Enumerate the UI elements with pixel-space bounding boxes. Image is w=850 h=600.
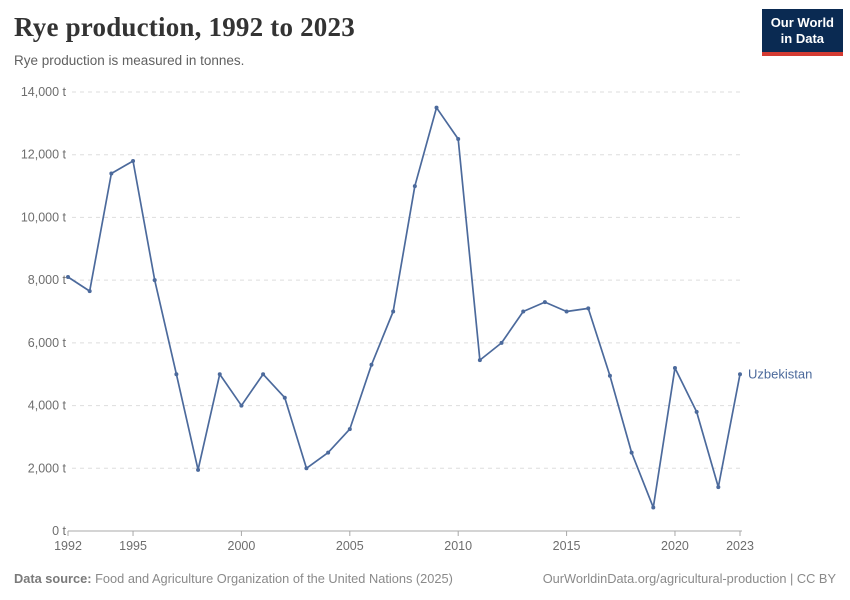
data-point — [716, 485, 721, 490]
data-point — [304, 466, 309, 471]
data-point — [261, 372, 266, 377]
y-tick-label: 4,000 t — [28, 399, 67, 413]
x-tick-label: 2010 — [444, 539, 472, 553]
data-point — [196, 467, 201, 472]
data-point — [87, 289, 92, 294]
y-tick-label: 14,000 t — [21, 85, 67, 99]
owid-logo-line1: Our World — [770, 15, 834, 30]
data-point — [391, 309, 396, 314]
data-point — [239, 403, 244, 408]
data-source-value: Food and Agriculture Organization of the… — [95, 571, 453, 586]
y-tick-label: 0 t — [52, 524, 66, 538]
y-tick-label: 2,000 t — [28, 461, 67, 475]
y-tick-label: 10,000 t — [21, 210, 67, 224]
x-tick-label: 2000 — [228, 539, 256, 553]
data-point — [456, 137, 461, 142]
data-point — [347, 427, 352, 432]
x-tick-label: 2020 — [661, 539, 689, 553]
data-point — [174, 372, 179, 377]
data-point — [326, 450, 331, 455]
data-point — [109, 171, 114, 176]
data-point — [477, 358, 482, 363]
x-tick-label: 2023 — [726, 539, 754, 553]
data-point — [738, 372, 742, 377]
data-point — [282, 395, 287, 400]
owid-logo[interactable]: Our World in Data — [761, 9, 843, 56]
data-point — [651, 505, 656, 510]
credit-link[interactable]: OurWorldinData.org/agricultural-producti… — [542, 571, 836, 586]
data-point — [607, 373, 612, 378]
data-source-label: Data source: — [14, 571, 92, 586]
data-point — [672, 365, 677, 370]
data-point — [369, 362, 374, 367]
y-tick-label: 12,000 t — [21, 148, 67, 162]
data-point — [131, 158, 136, 163]
data-point — [542, 300, 547, 305]
data-point — [586, 306, 591, 311]
data-source-note: Data source: Food and Agriculture Organi… — [14, 571, 453, 586]
y-tick-label: 8,000 t — [28, 273, 67, 287]
x-tick-label: 1992 — [54, 539, 82, 553]
data-point — [564, 309, 569, 314]
data-line — [67, 106, 741, 509]
data-point — [521, 309, 526, 314]
y-tick-label: 6,000 t — [28, 336, 67, 350]
data-point — [694, 409, 699, 414]
data-point — [217, 372, 222, 377]
data-point — [434, 105, 439, 110]
page-title: Rye production, 1992 to 2023 — [14, 12, 355, 42]
series-end-label: Uzbekistan — [748, 367, 812, 382]
chart-footer: Data source: Food and Agriculture Organi… — [14, 571, 836, 586]
owid-logo-line2: in Data — [780, 31, 825, 46]
data-point — [629, 450, 634, 455]
x-tick-label: 1995 — [119, 539, 147, 553]
data-point — [152, 278, 157, 283]
data-point — [499, 340, 504, 345]
data-point — [66, 275, 70, 280]
x-tick-label: 2005 — [336, 539, 364, 553]
x-tick-label: 2015 — [553, 539, 581, 553]
page-subtitle: Rye production is measured in tonnes. — [14, 53, 245, 68]
data-point — [412, 184, 417, 189]
